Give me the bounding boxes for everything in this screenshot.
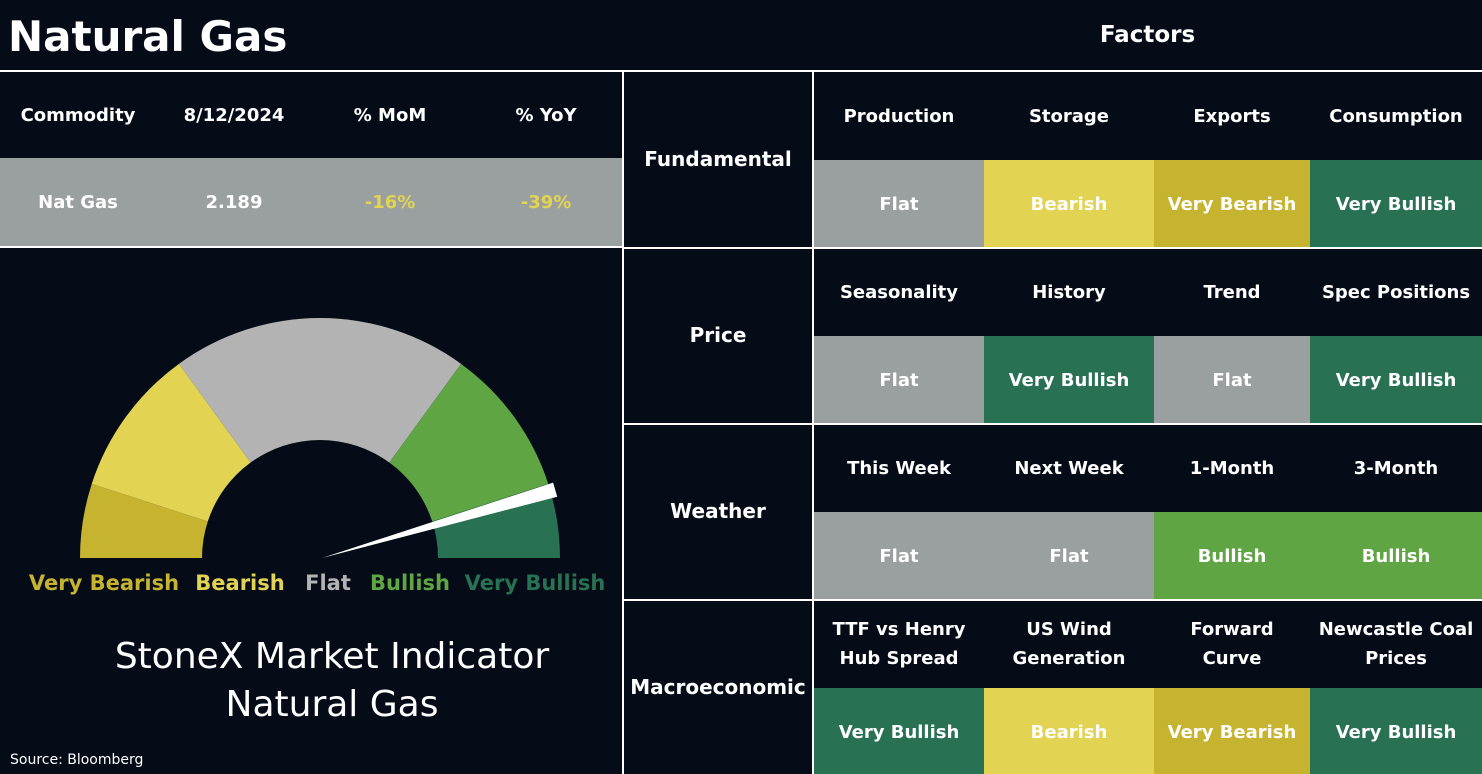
source: Source: Bloomberg	[10, 751, 144, 768]
divider	[622, 72, 624, 774]
factor-name: TTF vs Henry Hub Spread	[832, 619, 966, 669]
table-header: Commodity	[20, 104, 136, 126]
divider	[624, 599, 1482, 601]
factor-signal: Bearish	[984, 688, 1154, 774]
gauge-pointer	[322, 482, 558, 558]
gauge-legend: Flat	[305, 571, 351, 595]
factor-name: 3-Month	[1353, 457, 1439, 479]
gauge-segment	[91, 363, 251, 522]
factor-signal: Very Bullish	[1310, 688, 1482, 774]
table-cell: -16%	[364, 191, 416, 213]
factor-name: Seasonality	[839, 281, 959, 303]
factor-name: History	[1032, 281, 1106, 303]
gauge-caption: Natural Gas	[226, 684, 439, 725]
factor-signal: Very Bullish	[1310, 160, 1482, 248]
title: Natural Gas	[8, 11, 288, 61]
factor-signal: Bullish	[1154, 512, 1310, 600]
factor-signal: Flat	[814, 160, 984, 248]
factor-group: Fundamental	[644, 147, 792, 171]
factor-signal: Very Bearish	[1154, 688, 1310, 774]
divider	[0, 246, 622, 248]
gauge-legend: Very Bearish	[29, 571, 179, 595]
factor-signal: Very Bearish	[1154, 160, 1310, 248]
factor-name: Spec Positions	[1321, 281, 1471, 303]
factor-name: Storage	[1028, 105, 1110, 127]
gauge-legend: Very Bullish	[465, 571, 606, 595]
factor-name: Consumption	[1329, 105, 1463, 127]
factor-name: US Wind Generation	[1012, 619, 1126, 669]
factors-title: Factors	[1099, 21, 1196, 48]
factor-name: Trend	[1203, 281, 1261, 303]
factor-name: Newcastle Coal Prices	[1318, 619, 1474, 669]
factor-name: This Week	[847, 457, 951, 479]
table-row-bg	[0, 158, 622, 246]
factor-name: Exports	[1193, 105, 1271, 127]
factor-signal: Very Bullish	[814, 688, 984, 774]
gauge-segment	[178, 318, 462, 463]
table-cell: -39%	[520, 191, 572, 213]
factor-signal: Flat	[814, 512, 984, 600]
factor-signal: Flat	[1154, 336, 1310, 424]
factor-signal: Very Bullish	[984, 336, 1154, 424]
factor-group: Macroeconomic	[630, 675, 806, 699]
gauge: Very Bearish Bearish Flat Bullish Very Bulli…	[29, 318, 606, 725]
factor-signal: Bullish	[1310, 512, 1482, 600]
divider	[624, 423, 1482, 425]
factor-name: Production	[843, 105, 955, 127]
table-header: 8/12/2024	[183, 104, 285, 126]
factor-group: Weather	[670, 499, 766, 523]
factor-signal: Very Bullish	[1310, 336, 1482, 424]
factor-name: Next Week	[1014, 457, 1124, 479]
factor-name: 1-Month	[1189, 457, 1275, 479]
factor-signal: Flat	[984, 512, 1154, 600]
gauge-caption: StoneX Market Indicator	[115, 636, 550, 677]
divider	[0, 70, 1482, 72]
gauge-legend: Bullish	[370, 571, 450, 595]
table-header: % YoY	[515, 104, 577, 126]
gauge-segment	[80, 483, 208, 558]
table-header: % MoM	[353, 104, 427, 126]
factor-signal: Bearish	[984, 160, 1154, 248]
factor-name: Forward Curve	[1190, 619, 1274, 669]
gauge-legend: Bearish	[195, 571, 284, 595]
factor-signal: Flat	[814, 336, 984, 424]
table-cell: 2.189	[205, 191, 263, 213]
table-cell: Nat Gas	[38, 191, 118, 213]
divider	[624, 247, 1482, 249]
gauge-segment	[389, 363, 549, 522]
factor-group: Price	[689, 323, 747, 347]
